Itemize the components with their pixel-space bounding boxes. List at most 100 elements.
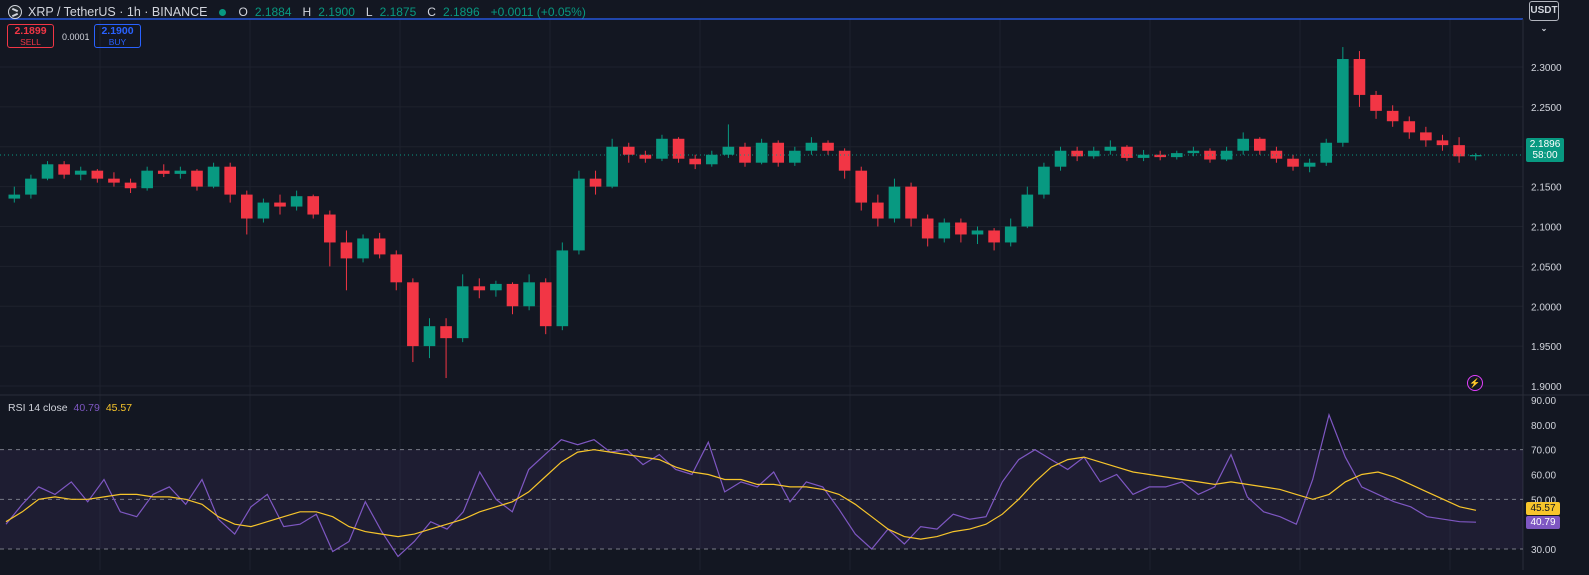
lightning-icon[interactable]: ⚡ [1467, 375, 1483, 391]
candle-body [257, 202, 270, 219]
low-label: L [365, 5, 373, 19]
candle-body [639, 154, 652, 159]
candle-body [506, 283, 519, 307]
candle-body [1237, 138, 1250, 151]
rsi-axis-tick: 90.00 [1531, 396, 1556, 407]
candle-body [440, 326, 452, 339]
open-label: O [238, 5, 248, 19]
currency-button[interactable]: USDT ⌄ [1529, 1, 1559, 33]
candle-body [556, 250, 569, 327]
market-status-icon [219, 8, 227, 16]
rsi-value-tag: 40.79 [1526, 516, 1560, 529]
price-axis-tick: 2.2500 [1531, 103, 1562, 114]
candle-body [523, 282, 535, 307]
candle-body [705, 154, 718, 165]
candle-body [340, 242, 353, 259]
rsi-axis-tick: 50.00 [1531, 495, 1556, 506]
candle-body [1087, 150, 1100, 157]
candle-body [8, 194, 21, 199]
candle-body [905, 186, 917, 219]
candle-body [1386, 110, 1399, 122]
candle-body [324, 214, 336, 243]
rsi-ma-tag: 45.57 [1526, 502, 1560, 515]
candle-body [1021, 194, 1034, 227]
candle-body [174, 170, 187, 174]
price-axis-tick: 2.1000 [1531, 223, 1562, 234]
rsi-ma-legend-value: 45.57 [105, 402, 133, 414]
candle-body [689, 158, 701, 165]
change-value: +0.0011 (+0.05%) [490, 5, 586, 19]
candle-body [1054, 150, 1067, 167]
candle-body [722, 146, 735, 155]
spread-value: 0.0001 [62, 32, 90, 42]
buy-button[interactable]: 2.1900 BUY [94, 24, 141, 48]
candle-body [373, 238, 386, 255]
candle-body [1453, 145, 1465, 157]
symbol-title[interactable]: XRP / TetherUS · 1h · BINANCE [28, 5, 208, 19]
candle-body [1469, 155, 1482, 157]
candle-body [124, 182, 137, 189]
candle-body [58, 164, 70, 175]
candle-body [1187, 150, 1200, 154]
candle-body [307, 196, 320, 215]
candle-body [108, 178, 120, 183]
candle-body [490, 283, 502, 291]
candle-body [157, 170, 170, 174]
candle-body [589, 178, 602, 187]
rsi-axis-tick: 30.00 [1531, 545, 1556, 556]
chevron-down-icon: ⌄ [1540, 24, 1548, 33]
candle-body [1303, 162, 1316, 167]
candle-body [407, 282, 419, 347]
sell-button[interactable]: 2.1899 SELL [7, 24, 54, 48]
candle-body [1137, 154, 1150, 158]
candle-body [1337, 59, 1349, 143]
price-axis-tick: 2.0000 [1531, 302, 1562, 313]
price-axis-tick: 2.0500 [1531, 262, 1562, 273]
candle-body [888, 186, 901, 219]
last-price: 2.1896 [1529, 139, 1561, 150]
candle-body [1420, 132, 1432, 141]
candle-body [141, 170, 153, 189]
price-axis-tick: 2.1500 [1531, 183, 1562, 194]
candle-body [1104, 146, 1117, 151]
price-axis-tick: 1.9500 [1531, 342, 1562, 353]
candle-body [622, 146, 635, 155]
candle-body [988, 230, 1000, 243]
candle-body [224, 166, 237, 195]
candle-body [1403, 121, 1416, 133]
candle-body [855, 170, 868, 203]
candle-body [290, 196, 303, 207]
candle-body [191, 170, 203, 187]
candle-body [1436, 140, 1449, 146]
candle-body [1353, 59, 1366, 95]
buy-price: 2.1900 [101, 25, 134, 37]
bar-countdown: 58:00 [1532, 150, 1558, 161]
high-value: 2.1900 [318, 5, 355, 19]
candle-body [1287, 158, 1299, 167]
xrp-logo-icon [8, 5, 22, 19]
high-label: H [302, 5, 312, 19]
currency-label: USDT [1530, 5, 1558, 16]
candle-body [1253, 138, 1266, 151]
candle-body [274, 202, 286, 207]
sell-label: SELL [20, 37, 41, 47]
candle-body [789, 150, 801, 163]
close-label: C [427, 5, 436, 19]
candle-body [872, 202, 884, 219]
close-value: 2.1896 [442, 5, 480, 19]
rsi-axis-tick: 80.00 [1531, 421, 1556, 432]
candle-body [822, 142, 834, 151]
low-value: 2.1875 [379, 5, 417, 19]
candle-body [1220, 150, 1233, 160]
candle-body [938, 222, 951, 239]
last-price-tag: 2.1896 58:00 [1526, 138, 1564, 162]
candle-body [971, 230, 984, 235]
candle-body [207, 166, 220, 187]
candle-body [1121, 146, 1133, 158]
rsi-legend[interactable]: RSI 14 close 40.79 45.57 [8, 402, 132, 414]
candle-body [1370, 94, 1382, 111]
